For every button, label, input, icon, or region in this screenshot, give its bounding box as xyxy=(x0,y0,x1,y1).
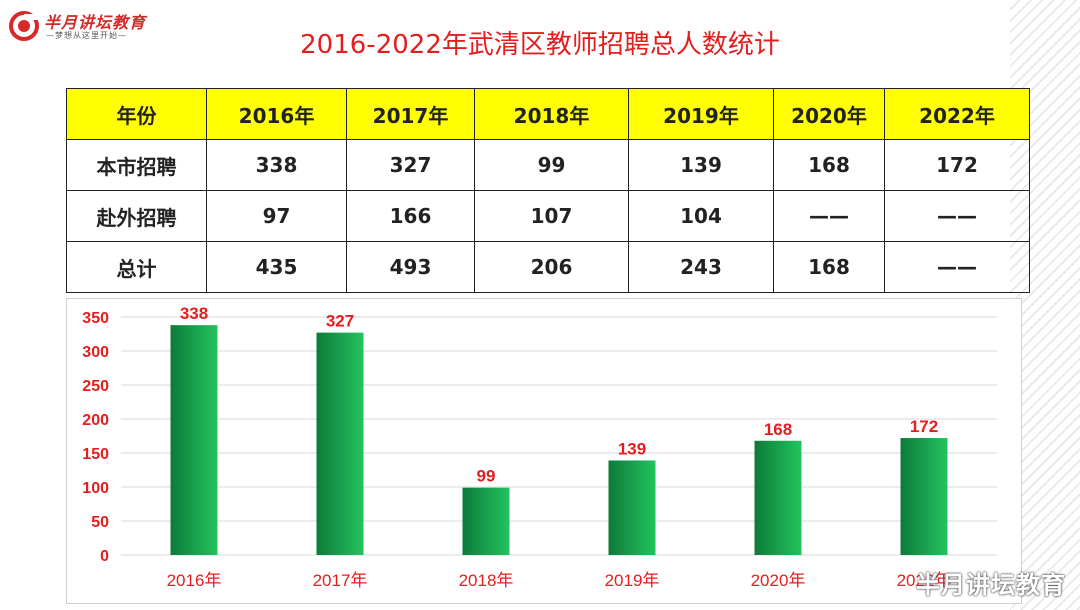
table-cell: 总计 xyxy=(66,241,207,293)
table-cell: 327 xyxy=(346,139,475,191)
table-header-cell: 2018年 xyxy=(474,88,629,140)
bar xyxy=(170,325,218,555)
table-cell: 104 xyxy=(628,190,774,242)
x-axis-ticks: 2016年 2017年 2018年 2019年 2020年 2022年 xyxy=(167,571,952,590)
table-header-cell: 2017年 xyxy=(346,88,475,140)
table-header-cell: 2020年 xyxy=(773,88,885,140)
table-cell: 206 xyxy=(474,241,629,293)
stats-table: 年份 2016年 2017年 2018年 2019年 2020年 2022年 本… xyxy=(66,88,1030,293)
x-tick-label: 2018年 xyxy=(459,571,514,590)
bar xyxy=(316,332,364,555)
y-tick-label: 100 xyxy=(82,480,109,497)
data-label: 172 xyxy=(910,417,938,436)
table-cell: —— xyxy=(884,241,1030,293)
table-cell: 243 xyxy=(628,241,774,293)
x-tick-label: 2020年 xyxy=(751,571,806,590)
logo-name: 半月讲坛教育 xyxy=(44,13,147,32)
x-tick-label: 2022年 xyxy=(897,571,952,590)
x-tick-label: 2019年 xyxy=(605,571,660,590)
table-cell: 493 xyxy=(346,241,475,293)
table-header-cell: 2022年 xyxy=(884,88,1030,140)
table-cell: 166 xyxy=(346,190,475,242)
data-label: 338 xyxy=(180,304,208,323)
data-label: 327 xyxy=(326,312,354,331)
table-cell: 赴外招聘 xyxy=(66,190,207,242)
table-row: 赴外招聘 97 166 107 104 —— —— xyxy=(66,190,1030,242)
page-title: 2016-2022年武清区教师招聘总人数统计 xyxy=(300,30,780,60)
y-tick-label: 350 xyxy=(82,310,109,327)
y-tick-label: 250 xyxy=(82,378,109,395)
table-header-cell: 2016年 xyxy=(206,88,347,140)
y-tick-label: 0 xyxy=(100,548,109,565)
bar xyxy=(900,438,948,555)
data-labels: 338 327 99 139 168 172 xyxy=(180,304,938,486)
y-tick-label: 50 xyxy=(91,514,109,531)
bar xyxy=(608,460,656,555)
table-cell: —— xyxy=(884,190,1030,242)
table-cell: 99 xyxy=(474,139,629,191)
logo-mark-icon xyxy=(9,11,39,41)
y-tick-label: 300 xyxy=(82,344,109,361)
y-tick-label: 150 xyxy=(82,446,109,463)
bar xyxy=(754,440,802,555)
table-cell: 本市招聘 xyxy=(66,139,207,191)
logo-tagline: —梦想从这里开始— xyxy=(46,31,127,40)
watermark: 半月讲坛教育 xyxy=(916,571,1066,599)
y-axis-ticks: 0 50 100 150 200 250 300 350 xyxy=(82,310,109,565)
bar-chart: 0 50 100 150 200 250 300 350 338 327 99 139 168 172 … xyxy=(66,298,1022,604)
bar xyxy=(462,487,510,555)
brand-logo: 半月讲坛教育 —梦想从这里开始— xyxy=(8,8,178,44)
table-cell: 168 xyxy=(773,241,885,293)
gridlines xyxy=(121,316,997,556)
data-label: 139 xyxy=(618,439,646,458)
x-tick-label: 2016年 xyxy=(167,571,222,590)
data-label: 168 xyxy=(764,420,792,439)
data-label: 99 xyxy=(477,467,496,486)
table-row: 本市招聘 338 327 99 139 168 172 xyxy=(66,139,1030,191)
table-cell: —— xyxy=(773,190,885,242)
table-header-row: 年份 2016年 2017年 2018年 2019年 2020年 2022年 xyxy=(66,88,1030,140)
table-cell: 97 xyxy=(206,190,347,242)
table-header-cell: 2019年 xyxy=(628,88,774,140)
table-row: 总计 435 493 206 243 168 —— xyxy=(66,241,1030,293)
y-tick-label: 200 xyxy=(82,412,109,429)
table-cell: 435 xyxy=(206,241,347,293)
table-cell: 107 xyxy=(474,190,629,242)
x-tick-label: 2017年 xyxy=(313,571,368,590)
table-cell: 139 xyxy=(628,139,774,191)
table-cell: 168 xyxy=(773,139,885,191)
table-cell: 338 xyxy=(206,139,347,191)
bars xyxy=(170,325,948,555)
table-header-cell: 年份 xyxy=(66,88,207,140)
table-cell: 172 xyxy=(884,139,1030,191)
